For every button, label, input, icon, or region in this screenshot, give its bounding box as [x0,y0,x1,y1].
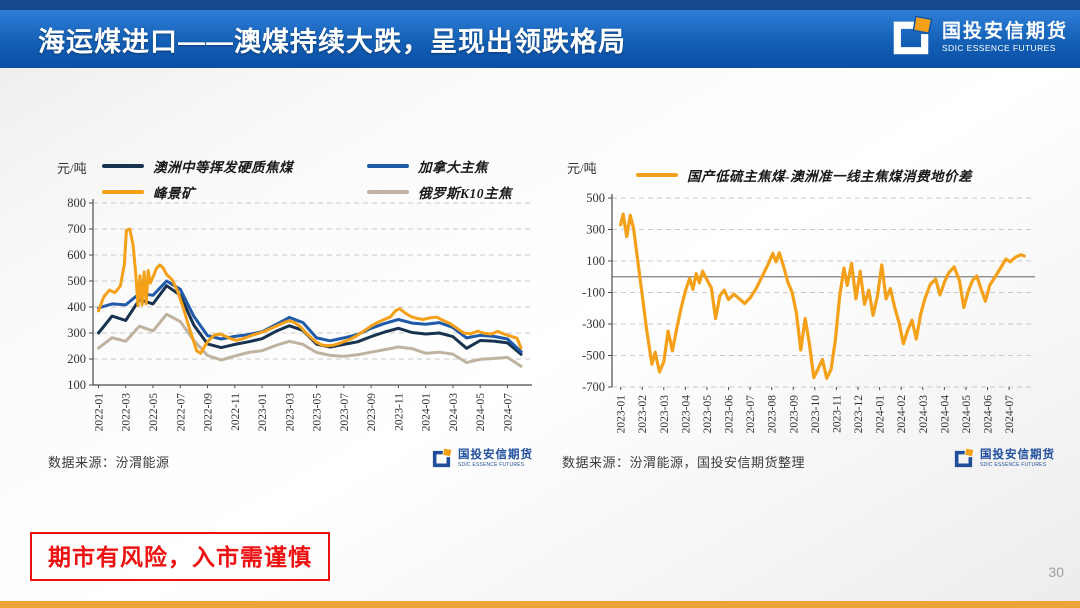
svg-text:2022-11: 2022-11 [230,393,242,431]
svg-text:500: 500 [586,191,605,205]
svg-text:300: 300 [586,223,605,237]
svg-text:2023-05: 2023-05 [312,393,324,432]
left-chart-unit-label: 元/吨 [57,161,87,176]
legend-item: 国产低硫主焦煤-澳洲准一线主焦煤消费地价差 [636,165,972,185]
svg-text:2024-06: 2024-06 [983,395,995,434]
brand-name-cn: 国投安信期货 [458,449,533,462]
svg-text:2023-03: 2023-03 [659,395,671,434]
legend-label: 加拿大主焦 [418,160,488,175]
left-chart-source: 数据来源：汾渭能源 [48,455,170,470]
svg-text:100: 100 [586,254,605,268]
legend-line-swatch [102,190,144,194]
right-chart-legend: 国产低硫主焦煤-澳洲准一线主焦煤消费地价差 [565,165,1043,185]
legend-line-swatch [636,173,678,177]
svg-text:2023-01: 2023-01 [616,395,628,434]
bottom-accent-bar [0,601,1080,608]
svg-text:100: 100 [67,378,86,392]
brand-text: 国投安信期货 SDIC ESSENCE FUTURES [458,449,533,468]
brand-name-cn: 国投安信期货 [980,449,1055,462]
svg-text:2023-07: 2023-07 [745,395,757,434]
svg-text:2024-05: 2024-05 [475,393,487,432]
svg-text:-500: -500 [582,349,605,363]
brand-name-en: SDIC ESSENCE FUTURES [980,461,1047,468]
svg-text:2023-11: 2023-11 [393,393,405,431]
legend-label: 峰景矿 [153,186,195,201]
brand-name-en: SDIC ESSENCE FUTURES [941,42,1056,53]
brand-logo-icon [432,447,453,468]
svg-text:2024-07: 2024-07 [1004,395,1016,434]
left-chart-legend: 澳洲中等挥发硬质焦煤 加拿大主焦峰景矿 俄罗斯K10主焦 [102,156,542,202]
svg-text:2022-05: 2022-05 [148,393,160,432]
brand-text: 国投安信期货 SDIC ESSENCE FUTURES [980,449,1055,468]
header-bar: 海运煤进口——澳煤持续大跌，呈现出领跌格局 国投安信期货 SDIC ESSENC… [0,10,1080,68]
header-top-strip [0,0,1080,10]
svg-text:2024-03: 2024-03 [448,393,460,432]
svg-text:2024-07: 2024-07 [502,393,514,432]
brand-text: 国投安信期货 SDIC ESSENCE FUTURES [942,21,1068,53]
brand-name-cn: 国投安信期货 [941,21,1068,43]
svg-text:2022-03: 2022-03 [121,393,133,432]
legend-item: 俄罗斯K10主焦 [367,182,542,202]
svg-text:2023-09: 2023-09 [366,393,378,432]
svg-text:-100: -100 [582,286,605,300]
svg-text:2024-02: 2024-02 [896,395,908,434]
brand-logo-icon [954,447,975,468]
svg-text:2023-02: 2023-02 [637,395,649,434]
svg-text:2023-01: 2023-01 [257,393,269,432]
svg-text:2023-04: 2023-04 [680,395,692,434]
svg-text:2023-06: 2023-06 [724,395,736,434]
svg-text:2023-10: 2023-10 [810,395,822,434]
svg-text:2024-05: 2024-05 [961,395,973,434]
svg-text:500: 500 [67,274,86,288]
svg-text:2023-05: 2023-05 [702,395,714,434]
slide-title: 海运煤进口——澳煤持续大跌，呈现出领跌格局 [38,26,626,57]
svg-text:2023-08: 2023-08 [767,395,779,434]
svg-text:2023-09: 2023-09 [788,395,800,434]
brand-name-en: SDIC ESSENCE FUTURES [458,461,525,468]
right-chart-unit-label: 元/吨 [567,161,597,176]
svg-text:-300: -300 [582,317,605,331]
right-chart-plot: 500 300 100 -100 -300 -500 -700 2023-01 2023-02 2… [582,191,1035,434]
legend-label: 澳洲中等挥发硬质焦煤 [153,160,293,175]
svg-text:2024-01: 2024-01 [875,395,887,434]
svg-text:2023-07: 2023-07 [339,393,351,432]
svg-text:2022-01: 2022-01 [93,393,105,432]
header: 海运煤进口——澳煤持续大跌，呈现出领跌格局 国投安信期货 SDIC ESSENC… [0,0,1080,68]
right-chart-source: 数据来源：汾渭能源，国投安信期货整理 [562,455,806,470]
svg-text:2022-07: 2022-07 [175,393,187,432]
risk-notice: 期市有风险，入市需谨慎 [30,532,330,581]
brand-logo-icon [893,15,933,55]
svg-text:2024-01: 2024-01 [421,393,433,432]
legend-item: 加拿大主焦 [367,156,542,176]
svg-text:-700: -700 [582,380,605,394]
svg-text:2023-12: 2023-12 [853,395,865,434]
legend-line-swatch [367,190,409,194]
svg-text:2022-09: 2022-09 [203,393,215,432]
svg-text:200: 200 [67,352,86,366]
legend-item: 澳洲中等挥发硬质焦煤 [102,156,357,176]
legend-line-swatch [367,164,409,168]
svg-text:800: 800 [67,196,86,210]
legend-label: 俄罗斯K10主焦 [418,186,513,201]
page-number: 30 [1048,564,1064,580]
svg-text:2023-11: 2023-11 [831,395,843,433]
svg-text:300: 300 [67,326,86,340]
svg-text:2024-04: 2024-04 [939,395,951,434]
left-chart-plot: 800 700 600 500 400 300 200 100 2022-01 2022-03 20… [67,196,532,432]
svg-text:400: 400 [67,300,86,314]
brand-logo: 国投安信期货 SDIC ESSENCE FUTURES [888,14,1068,60]
left-chart-brand-logo: 国投安信期货 SDIC ESSENCE FUTURES [430,447,533,470]
svg-text:2023-03: 2023-03 [284,393,296,432]
svg-text:600: 600 [67,248,86,262]
right-chart-brand-logo: 国投安信期货 SDIC ESSENCE FUTURES [952,447,1055,470]
legend-line-swatch [102,164,144,168]
legend-item: 峰景矿 [102,182,357,202]
legend-label: 国产低硫主焦煤-澳洲准一线主焦煤消费地价差 [687,169,972,184]
svg-text:2024-03: 2024-03 [918,395,930,434]
svg-text:700: 700 [67,222,86,236]
